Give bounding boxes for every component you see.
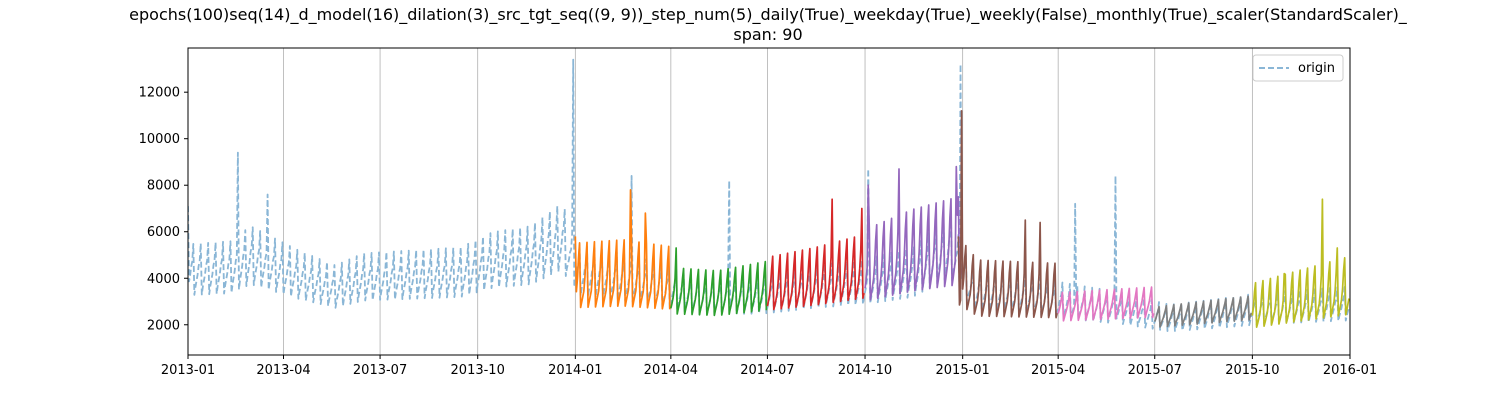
x-axis: 2013-01 2013-04 2013-07 2013-10 2014-01 2014-… — [161, 355, 1377, 378]
x-tick-label-11: 2015-10 — [1225, 363, 1279, 378]
series-line-5 — [957, 109, 1058, 319]
x-tick-label-6: 2014-07 — [740, 363, 794, 378]
y-tick-label-1: 4000 — [147, 272, 180, 287]
legend-box — [1252, 54, 1344, 82]
x-tick-label-7: 2014-10 — [838, 363, 892, 378]
series-line-4 — [864, 165, 963, 301]
legend-label-origin: origin — [1298, 61, 1335, 76]
x-tick-label-8: 2015-01 — [936, 363, 990, 378]
series-line-2 — [670, 247, 768, 317]
series-line-1 — [574, 189, 671, 310]
y-tick-label-4: 10000 — [139, 132, 180, 147]
series-line-origin — [188, 58, 1350, 332]
y-axis: 2000 4000 6000 8000 10000 12000 — [139, 86, 188, 333]
y-tick-label-2: 6000 — [147, 225, 180, 240]
y-tick-label-3: 8000 — [147, 179, 180, 194]
x-tick-label-2: 2013-07 — [353, 363, 407, 378]
x-tick-label-1: 2013-04 — [256, 363, 310, 378]
x-tick-label-0: 2013-01 — [161, 363, 215, 378]
x-tick-label-12: 2016-01 — [1323, 363, 1377, 378]
series-layer — [188, 58, 1350, 332]
chart-title: epochs(100)seq(14)_d_model(16)_dilation(… — [129, 5, 1408, 25]
x-tick-label-9: 2015-04 — [1031, 363, 1085, 378]
y-tick-label-0: 2000 — [147, 318, 180, 333]
series-line-7 — [1153, 295, 1253, 328]
legend: origin — [1252, 54, 1344, 82]
x-tick-label-4: 2014-01 — [548, 363, 602, 378]
y-tick-label-5: 12000 — [139, 86, 180, 101]
series-line-6 — [1057, 286, 1155, 322]
series-line-3 — [766, 198, 865, 311]
x-tick-label-3: 2013-10 — [451, 363, 505, 378]
x-tick-label-10: 2015-07 — [1128, 363, 1182, 378]
series-line-8 — [1251, 198, 1350, 328]
plot-frame — [187, 47, 1351, 356]
grid-lines — [187, 48, 1351, 355]
x-tick-label-5: 2014-04 — [644, 363, 698, 378]
chart-subtitle: span: 90 — [733, 25, 802, 44]
